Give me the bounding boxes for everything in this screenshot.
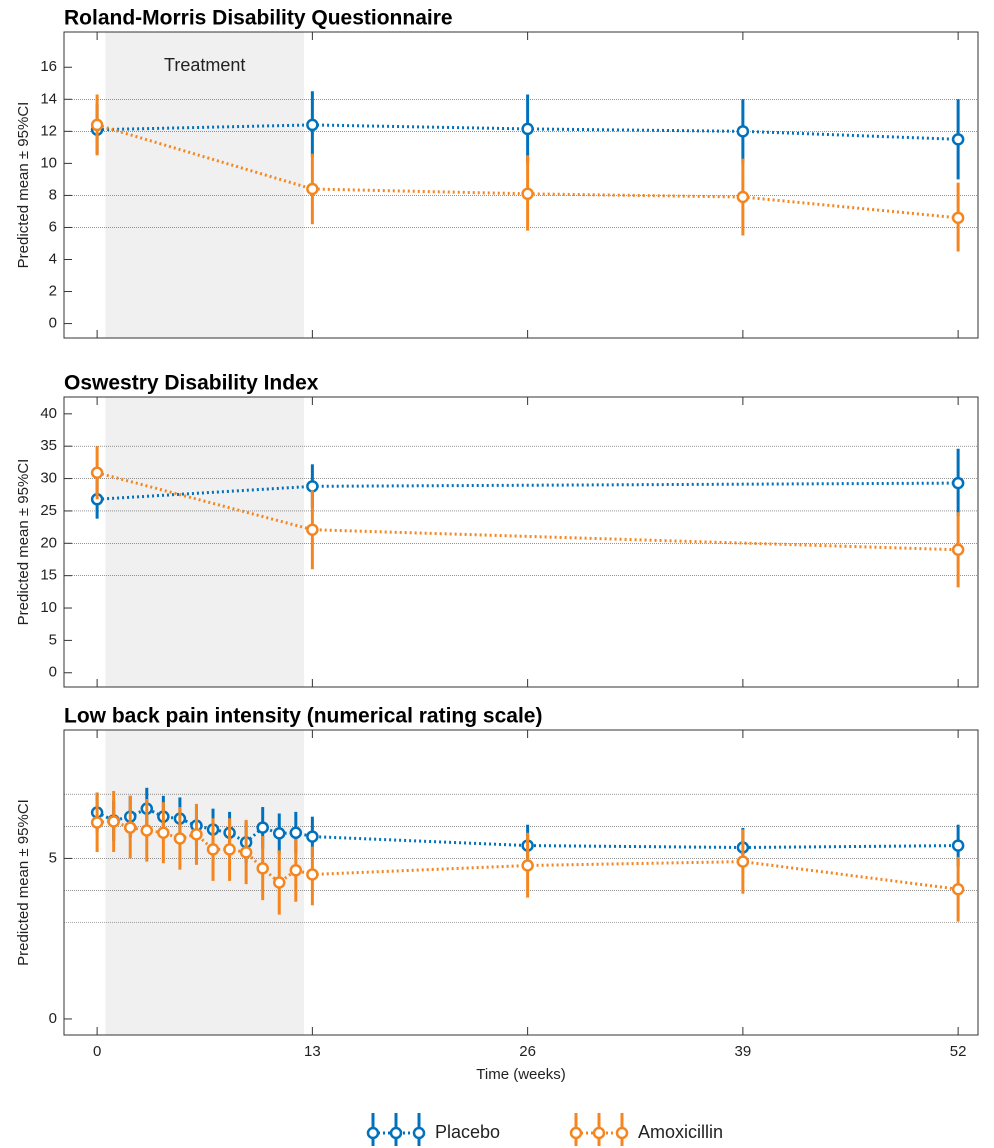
y-tick-label: 10 [40, 599, 57, 616]
y-tick-label: 35 [40, 437, 57, 454]
chart-title: Oswestry Disability Index [64, 372, 319, 395]
data-point [736, 125, 750, 138]
data-point [107, 815, 120, 828]
y-axis-label: Predicted mean ± 95%CI [15, 459, 32, 626]
y-tick-label: 8 [49, 186, 57, 203]
y-axis-label: Predicted mean ± 95%CI [15, 799, 32, 966]
legend-marker [569, 1126, 583, 1140]
data-point [951, 476, 965, 490]
x-tick-label: 52 [950, 1043, 967, 1060]
data-point [736, 855, 750, 868]
legend-marker [366, 1126, 380, 1140]
y-tick-label: 5 [49, 631, 57, 648]
data-point [206, 843, 220, 856]
data-point [951, 133, 965, 146]
y-tick-label: 25 [40, 502, 57, 519]
y-tick-label: 14 [40, 90, 57, 107]
data-point [190, 828, 203, 841]
data-point [90, 816, 104, 829]
data-point [90, 118, 104, 132]
y-tick-label: 0 [49, 315, 57, 332]
legend-label: Amoxicillin [638, 1122, 723, 1142]
plot-frame [63, 31, 979, 339]
data-point [273, 827, 286, 840]
x-tick-label: 0 [93, 1043, 101, 1060]
legend-marker [412, 1126, 426, 1140]
y-tick-label: 6 [49, 218, 57, 235]
x-tick-label: 26 [519, 1043, 536, 1060]
data-point [289, 826, 303, 839]
data-point [521, 122, 534, 136]
data-point [306, 182, 319, 196]
chart-title: Roland-Morris Disability Questionnaire [64, 7, 453, 30]
data-point [173, 832, 187, 845]
data-point [123, 821, 137, 834]
y-tick-label: 12 [40, 122, 57, 139]
x-tick-label: 13 [304, 1043, 321, 1060]
data-point [256, 821, 269, 834]
y-tick-label: 0 [49, 664, 57, 681]
data-point [306, 480, 319, 493]
x-axis-label: Time (weeks) [476, 1066, 565, 1083]
data-point [273, 876, 286, 889]
legend-marker [389, 1126, 403, 1140]
shade-label: Treatment [164, 55, 245, 75]
x-tick-label: 39 [735, 1043, 752, 1060]
legend-marker [592, 1126, 606, 1140]
data-point [289, 864, 303, 877]
data-point [306, 523, 319, 536]
y-tick-label: 40 [40, 405, 57, 422]
data-point [223, 843, 236, 856]
data-point [951, 839, 965, 852]
data-point [306, 830, 319, 843]
legend-marker [615, 1126, 629, 1140]
data-point [239, 846, 253, 859]
data-point [951, 543, 965, 557]
y-tick-label: 15 [40, 567, 57, 584]
y-tick-label: 5 [49, 849, 57, 866]
y-tick-label: 2 [49, 283, 57, 300]
y-axis-label: Predicted mean ± 95%CI [15, 102, 32, 269]
y-tick-label: 30 [40, 470, 57, 487]
y-tick-label: 20 [40, 534, 57, 551]
data-point [256, 862, 269, 875]
data-point [951, 882, 965, 896]
data-point [140, 824, 154, 837]
y-tick-label: 16 [40, 58, 57, 75]
treatment-shade [105, 397, 305, 687]
legend-label: Placebo [435, 1122, 500, 1142]
plot-frame [63, 396, 979, 688]
data-point [306, 118, 319, 132]
data-point [521, 859, 534, 872]
data-point [951, 211, 965, 225]
data-point [736, 190, 750, 204]
data-point [521, 187, 534, 201]
treatment-shade [105, 32, 305, 338]
y-tick-label: 4 [49, 250, 57, 267]
data-point [306, 868, 319, 881]
chart-title: Low back pain intensity (numerical ratin… [64, 705, 542, 728]
data-point [90, 466, 104, 479]
y-tick-label: 10 [40, 154, 57, 171]
plot-frame [63, 729, 979, 1036]
data-point [157, 826, 170, 839]
treatment-shade [105, 730, 305, 1035]
y-tick-label: 0 [49, 1010, 57, 1027]
